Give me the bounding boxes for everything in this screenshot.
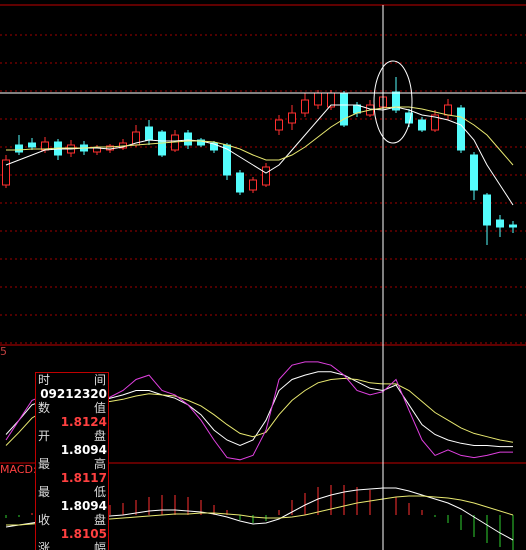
candle-body (262, 166, 270, 186)
info-label: 涨幅 (38, 541, 106, 550)
info-label: 最低 (38, 485, 106, 499)
candle-body (470, 154, 478, 191)
candle-body (457, 107, 465, 151)
macd-label: MACD: (0, 463, 37, 476)
candle-body (197, 139, 205, 146)
candle-body (236, 172, 244, 193)
grid (0, 34, 526, 344)
info-panel: 时间 09212320 数值 1.8124 开盘 1.8094 最高 1.811… (35, 372, 109, 550)
info-label: 开盘 (38, 429, 106, 443)
info-value: 1.8124 (60, 415, 107, 429)
candle-body (496, 219, 504, 228)
candle-body (28, 142, 36, 148)
info-value: 09212320 (40, 387, 107, 401)
candle-body (392, 91, 400, 111)
info-value: 1.8094 (60, 499, 107, 513)
highlight-ellipse (373, 60, 413, 144)
info-label: 数值 (38, 401, 106, 415)
info-value: 1.8117 (60, 471, 107, 485)
info-label: 时间 (38, 373, 106, 387)
kdj-label: 5 (0, 345, 7, 358)
candle-body (509, 224, 517, 228)
candle-body (2, 159, 10, 186)
candle-body (275, 119, 283, 131)
candle-body (15, 144, 23, 153)
candle-body (301, 99, 309, 114)
candle-body (210, 142, 218, 151)
candle-body (184, 132, 192, 146)
info-label: 最高 (38, 457, 106, 471)
info-label: 收盘 (38, 513, 106, 527)
candle-body (288, 112, 296, 124)
candle-body (431, 114, 439, 131)
candle-body (249, 179, 257, 191)
info-value: 1.8105 (60, 527, 107, 541)
indicator-line (6, 106, 514, 166)
candle-body (418, 119, 426, 131)
candle-body (314, 92, 322, 106)
candle-body (483, 194, 491, 226)
info-value: 1.8094 (60, 443, 107, 457)
candle-body (145, 126, 153, 141)
candle-body (444, 104, 452, 116)
